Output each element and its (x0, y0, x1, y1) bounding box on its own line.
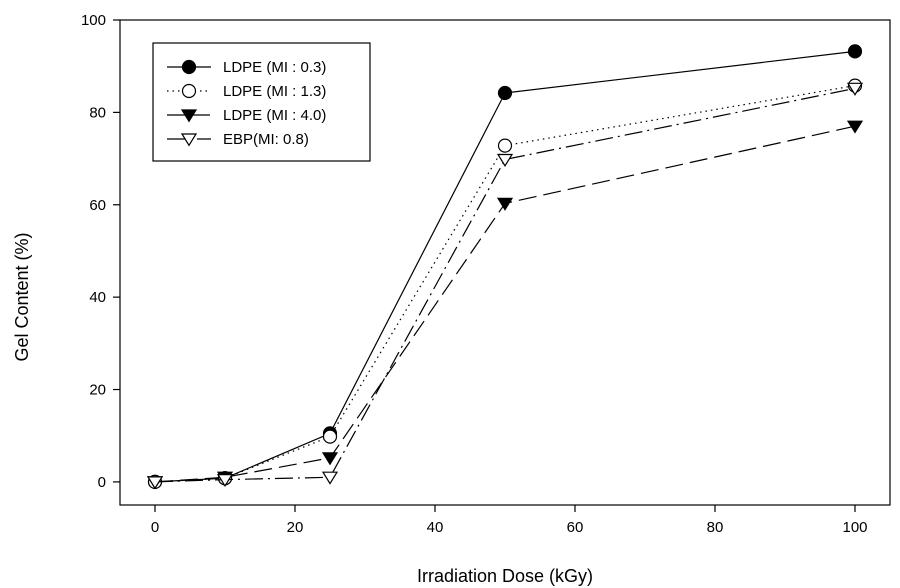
legend-label: LDPE (MI : 1.3) (223, 83, 326, 100)
x-tick-label: 60 (567, 519, 584, 536)
x-tick-label: 40 (427, 519, 444, 536)
x-tick-label: 100 (842, 519, 867, 536)
legend-item-2: LDPE (MI : 1.3) (167, 83, 326, 100)
series-layer (146, 44, 864, 490)
series-4 (146, 82, 864, 490)
legend-marker (180, 109, 198, 123)
y-tick-label: 40 (89, 289, 106, 306)
legend-marker (181, 83, 197, 99)
series-3 (146, 120, 864, 490)
legend-label: LDPE (MI : 4.0) (223, 107, 326, 124)
data-point (497, 138, 513, 153)
y-tick-label: 100 (81, 12, 106, 29)
data-point (146, 476, 164, 490)
data-point (496, 153, 514, 167)
data-point (321, 452, 339, 466)
y-tick-label: 60 (89, 197, 106, 214)
data-point (846, 82, 864, 96)
data-point (846, 120, 864, 134)
legend-label: LDPE (MI : 0.3) (223, 59, 326, 76)
legend-item-1: LDPE (MI : 0.3) (167, 59, 326, 76)
x-axis-title: Irradiation Dose (kGy) (417, 566, 593, 586)
y-axis-title: Gel Content (%) (12, 232, 32, 361)
x-tick-label: 80 (707, 519, 724, 536)
legend: LDPE (MI : 0.3) LDPE (MI : 1.3) LDPE (MI :… (152, 42, 371, 162)
legend-item-3: LDPE (MI : 4.0) (167, 107, 326, 124)
y-tick-label: 0 (98, 474, 106, 491)
legend-marker (181, 59, 197, 75)
y-tick-label: 20 (89, 382, 106, 399)
legend-label: EBP(MI: 0.8) (223, 131, 309, 148)
x-tick-label: 0 (151, 519, 159, 536)
data-point (497, 85, 513, 101)
data-point (321, 471, 339, 485)
legend-marker (180, 133, 198, 147)
y-tick-label: 80 (89, 104, 106, 121)
series-line (154, 125, 856, 483)
data-point (847, 44, 863, 59)
x-tick-label: 20 (287, 519, 304, 536)
data-point (216, 474, 234, 488)
series-line (154, 87, 856, 483)
axes: 0 20 40 60 80 100 0 20 40 60 80 100 (81, 12, 891, 536)
data-point (496, 197, 514, 211)
legend-item-4: EBP(MI: 0.8) (167, 131, 309, 148)
data-point (322, 429, 338, 444)
plot-frame (119, 19, 891, 506)
